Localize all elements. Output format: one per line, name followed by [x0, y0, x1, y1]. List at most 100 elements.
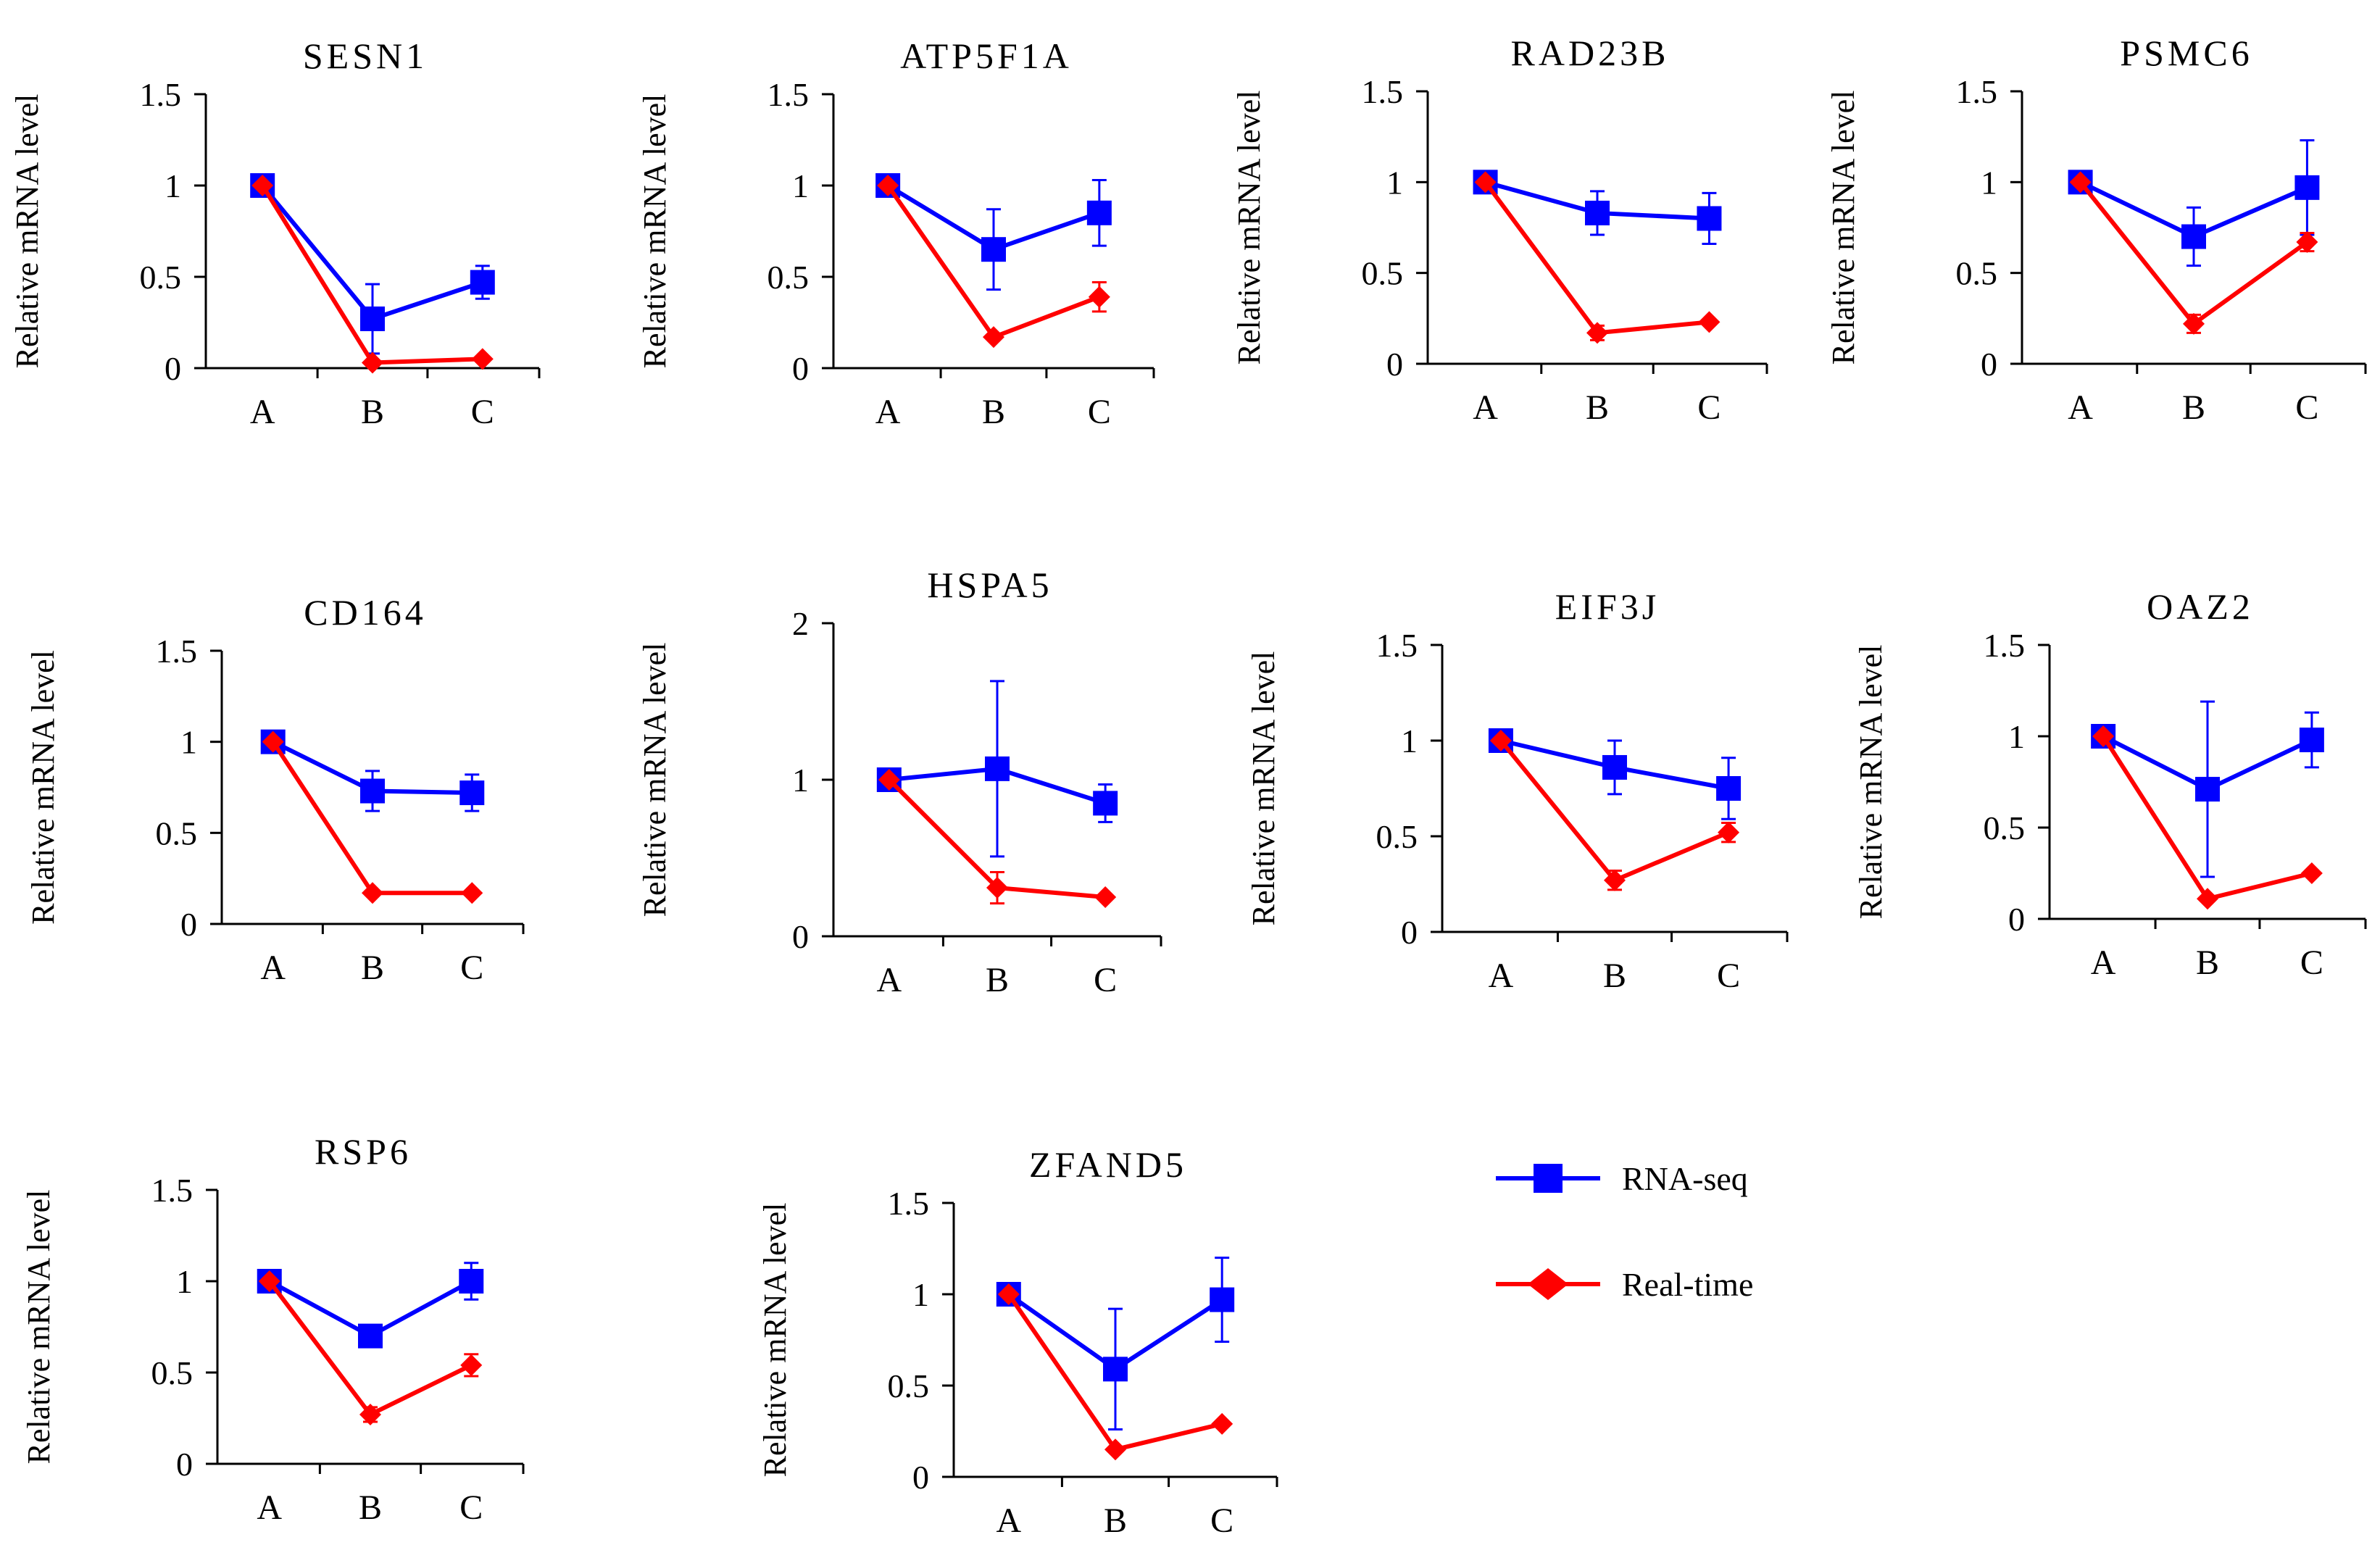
series-rna-seq	[2091, 700, 2324, 878]
legend-item-rna-seq: RNA-seq	[1496, 1160, 1748, 1197]
y-axis-label: Relative mRNA level	[1826, 91, 1861, 365]
y-tick-label: 0	[165, 350, 181, 387]
y-axis-label: Relative mRNA level	[757, 1203, 793, 1478]
data-point-diamond	[1211, 1412, 1233, 1435]
y-tick-label: 0.5	[888, 1367, 930, 1404]
data-point-diamond	[983, 326, 1004, 349]
chart-sesn1: SESN1 Relative mRNA level 0 0.5 1 1.5 A B C	[9, 36, 541, 431]
y-tick-label: 0	[1401, 914, 1418, 951]
x-tick-label: A	[996, 1502, 1021, 1540]
x-tick-label: B	[1586, 388, 1609, 427]
data-point-diamond	[2300, 862, 2323, 884]
series-rna-seq	[996, 1257, 1235, 1430]
x-tick-label: A	[257, 1488, 282, 1527]
x-tick-label: C	[471, 393, 494, 431]
x-tick-label: C	[460, 949, 483, 987]
charts-container: SESN1 Relative mRNA level 0 0.5 1 1.5 A B C ATP5F…	[9, 33, 2367, 1540]
chart-zfand5: ZFAND5 Relative mRNA level 0 0.5 1 1.5 A B C	[757, 1144, 1278, 1540]
y-tick-label: 0	[2008, 901, 2025, 938]
chart-title: CD164	[304, 592, 426, 633]
data-point-square	[459, 1269, 484, 1294]
data-point-square	[2294, 175, 2320, 200]
data-point-diamond	[1104, 1438, 1126, 1461]
data-point-diamond	[1698, 311, 1720, 333]
chart-title: OAZ2	[2147, 586, 2254, 627]
y-tick-label: 1.5	[156, 633, 198, 670]
x-tick-label: C	[2295, 388, 2318, 427]
x-tick-label: B	[2182, 388, 2205, 427]
y-tick-label: 1	[165, 167, 181, 204]
y-tick-label: 2	[792, 605, 809, 642]
data-point-square	[1086, 200, 1112, 225]
series-rna-seq	[257, 1262, 484, 1349]
series-real-time	[251, 175, 494, 374]
series-real-time	[262, 730, 483, 904]
data-point-square	[358, 1323, 383, 1349]
data-point-diamond	[460, 1354, 483, 1376]
data-point-square	[2299, 728, 2324, 753]
y-tick-label: 0.5	[1376, 818, 1418, 855]
y-tick-label: 1.5	[767, 76, 810, 113]
data-point-square	[981, 237, 1006, 262]
legend-square-marker	[1534, 1164, 1563, 1193]
x-tick-label: C	[1210, 1502, 1233, 1540]
series-real-time	[997, 1283, 1233, 1461]
y-axis-label: Relative mRNA level	[637, 643, 673, 917]
y-axis-label: Relative mRNA level	[1246, 651, 1281, 926]
series-rna-seq	[2068, 139, 2320, 267]
chart-title: RSP6	[315, 1131, 412, 1172]
data-point-diamond	[362, 351, 383, 374]
y-tick-label: 0	[1981, 346, 1997, 383]
series-real-time	[1474, 171, 1720, 344]
series-real-time	[877, 175, 1110, 349]
y-tick-label: 1.5	[888, 1185, 930, 1222]
series-rna-seq	[1473, 170, 1722, 246]
chart-title: EIF3J	[1555, 586, 1660, 627]
data-point-square	[2195, 777, 2220, 802]
y-tick-label: 0	[1386, 346, 1403, 383]
series-rna-seq	[250, 173, 495, 355]
y-tick-label: 0.5	[1362, 255, 1404, 292]
legend-diamond-marker	[1528, 1268, 1568, 1300]
chart-title: SESN1	[303, 36, 428, 76]
x-tick-label: C	[1717, 957, 1740, 995]
data-point-diamond	[1094, 886, 1117, 908]
y-tick-label: 0	[180, 906, 197, 943]
data-point-diamond	[878, 769, 900, 791]
y-tick-label: 1	[1401, 722, 1418, 759]
chart-title: RAD23B	[1511, 33, 1670, 73]
x-tick-label: C	[2300, 944, 2323, 982]
y-axis-label: Relative mRNA level	[1231, 91, 1267, 365]
data-point-diamond	[262, 730, 284, 753]
series-real-time	[1489, 730, 1740, 891]
y-tick-label: 0.5	[140, 259, 182, 296]
y-axis-label: Relative mRNA level	[25, 650, 61, 925]
data-point-diamond	[2183, 312, 2205, 335]
y-axis-label: Relative mRNA level	[21, 1190, 57, 1465]
x-tick-label: B	[359, 1488, 382, 1527]
y-tick-label: 1	[792, 167, 809, 204]
data-point-diamond	[2296, 231, 2318, 254]
x-tick-label: A	[2091, 944, 2116, 982]
chart-title: PSMC6	[2120, 33, 2252, 73]
y-tick-label: 1	[1981, 164, 1997, 201]
x-tick-label: B	[982, 393, 1005, 431]
x-tick-label: A	[875, 393, 901, 431]
chart-title: ZFAND5	[1029, 1144, 1187, 1185]
data-point-square	[1103, 1357, 1128, 1382]
x-tick-label: B	[2196, 944, 2219, 982]
data-point-square	[2181, 224, 2206, 249]
data-point-diamond	[2069, 171, 2092, 193]
chart-atp5f1a: ATP5F1A Relative mRNA level 0 0.5 1 1.5 A B C	[637, 36, 1155, 431]
chart-title: ATP5F1A	[900, 36, 1073, 76]
data-point-diamond	[461, 882, 483, 904]
legend-label: RNA-seq	[1622, 1160, 1748, 1197]
data-point-diamond	[362, 882, 383, 904]
data-point-diamond	[258, 1270, 280, 1292]
y-tick-label: 1.5	[1376, 627, 1418, 664]
x-tick-label: A	[1473, 388, 1498, 427]
y-axis-label: Relative mRNA level	[637, 94, 673, 369]
series-rna-seq	[876, 680, 1118, 858]
series-real-time	[2092, 725, 2323, 910]
